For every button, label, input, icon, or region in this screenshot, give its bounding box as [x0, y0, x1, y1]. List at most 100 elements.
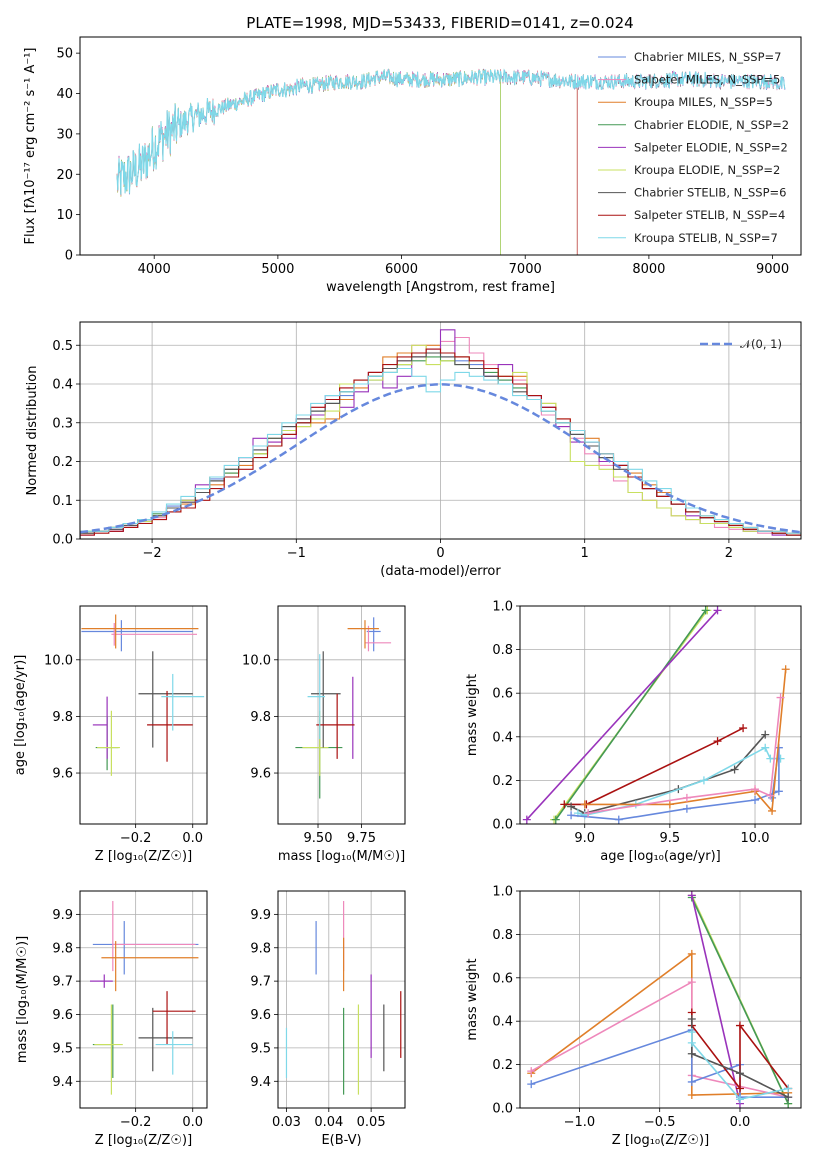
- x-tick-label: 9.5: [660, 831, 681, 846]
- x-tick-label: 7000: [509, 262, 542, 277]
- x-tick-label: 9.0: [574, 831, 595, 846]
- x-tick-label: 0.05: [357, 1115, 386, 1130]
- panel-mass_vs_Z: −0.2 0.0 9.4 9.5 9.6 9.7 9.8 9.9 Z [log₁₀(Z/Z☉)]…: [15, 890, 208, 1148]
- weight-marker: [567, 811, 576, 820]
- plot-area: [527, 891, 793, 1108]
- weight-marker: [687, 1038, 696, 1047]
- x-tick-label: −1: [287, 546, 306, 561]
- y-tick-label: 0.8: [492, 928, 513, 943]
- y-tick-label: 1.0: [492, 885, 513, 900]
- x-tick-label: −0.5: [644, 1115, 676, 1130]
- y-tick-label: 0.6: [492, 687, 513, 702]
- weight-marker: [774, 787, 783, 796]
- x-axis-label: Z [log₁₀(Z/Z☉)]: [95, 849, 192, 864]
- weight-marker: [527, 1067, 536, 1076]
- y-axis-label: mass weight: [465, 958, 480, 1040]
- x-tick-label: 6000: [385, 262, 418, 277]
- x-tick-label: −0.2: [120, 831, 152, 846]
- weight-marker: [766, 791, 775, 800]
- y-tick-label: 0.2: [492, 774, 513, 789]
- y-tick-label: 0.2: [52, 455, 73, 470]
- weight-marker: [687, 1015, 696, 1024]
- y-tick-label: 10: [56, 208, 73, 223]
- plot-area: [80, 329, 801, 539]
- weight-marker: [682, 804, 691, 813]
- y-tick-label: 9.6: [250, 767, 271, 782]
- y-tick-label: 0: [65, 249, 73, 264]
- y-tick-label: 0.4: [492, 1015, 513, 1030]
- weight-marker: [665, 800, 674, 809]
- plot-area: [285, 901, 402, 1095]
- weight-line-c_elodie: [555, 609, 707, 821]
- y-tick-label: 9.8: [250, 941, 271, 956]
- y-axis-label: mass weight: [465, 674, 480, 756]
- weight-marker: [687, 1049, 696, 1058]
- axis-frame: [277, 605, 406, 825]
- figure-title: PLATE=1998, MJD=53433, FIBERID=0141, z=0…: [246, 14, 633, 32]
- y-tick-label: 0.3: [52, 416, 73, 431]
- plot-area: [81, 614, 205, 776]
- weight-marker: [522, 815, 531, 824]
- legend-label: Chabrier ELODIE, N_SSP=2: [634, 118, 789, 132]
- axis-frame: [79, 36, 802, 256]
- y-tick-label: 9.9: [250, 908, 271, 923]
- y-tick-label: 9.7: [52, 975, 73, 990]
- weight-marker: [768, 806, 777, 815]
- weight-marker: [761, 743, 770, 752]
- weight-marker: [784, 1084, 793, 1093]
- weight-marker: [735, 1069, 744, 1078]
- y-tick-label: 0.0: [492, 818, 513, 833]
- x-tick-label: 0.0: [730, 1115, 751, 1130]
- y-axis-label: Flux [fλ10⁻¹⁷ erg cm⁻² s⁻¹ A⁻¹]: [23, 48, 38, 245]
- x-axis-label: Z [log₁₀(Z/Z☉)]: [95, 1133, 192, 1148]
- weight-marker: [687, 891, 696, 900]
- plot-area: [89, 901, 199, 1095]
- y-tick-label: 10.0: [242, 653, 271, 668]
- x-axis-label: Z [log₁₀(Z/Z☉)]: [612, 1133, 709, 1148]
- x-tick-label: 10.0: [741, 831, 770, 846]
- weight-marker: [739, 724, 748, 733]
- y-tick-label: 30: [56, 127, 73, 142]
- panel-age_vs_Z: −0.2 0.0 9.6 9.8 10.0 Z [log₁₀(Z/Z☉)] age [log…: [13, 605, 208, 864]
- weight-marker: [784, 1093, 793, 1102]
- y-tick-label: 0.1: [52, 494, 73, 509]
- x-axis-label: mass [log₁₀(M/M☉)]: [278, 849, 405, 864]
- weight-marker: [614, 815, 623, 824]
- spectrum-line-k_stelib: [116, 68, 786, 195]
- x-tick-label: −2: [143, 546, 162, 561]
- axis-frame: [79, 890, 208, 1109]
- weight-marker: [560, 800, 569, 809]
- y-axis-label: Normed distribution: [25, 366, 40, 496]
- x-tick-label: 0.03: [272, 1115, 301, 1130]
- panel-weight_vs_age: 9.0 9.5 10.0 0.0 0.2 0.4 0.6 0.8 1.0 age [log₁₀(a…: [465, 600, 802, 864]
- y-tick-label: 0.5: [52, 339, 73, 354]
- y-tick-label: 9.8: [52, 710, 73, 725]
- y-tick-label: 50: [56, 47, 73, 62]
- y-tick-label: 9.5: [250, 1041, 271, 1056]
- weight-marker: [551, 815, 560, 824]
- legend-label: 𝒩(0, 1): [740, 337, 782, 351]
- weight-marker: [687, 978, 696, 987]
- y-tick-label: 9.6: [250, 1008, 271, 1023]
- weight-marker: [527, 1080, 536, 1089]
- weight-marker: [730, 765, 739, 774]
- weight-marker: [682, 793, 691, 802]
- axis-frame: [79, 321, 802, 540]
- weight-marker: [735, 1095, 744, 1104]
- x-tick-label: 0.04: [314, 1115, 343, 1130]
- weight-line-s_elodie: [526, 609, 719, 821]
- x-axis-label: (data-model)/error: [380, 564, 501, 579]
- weight-marker: [776, 693, 785, 702]
- y-tick-label: 0.0: [52, 533, 73, 548]
- x-tick-label: −0.2: [120, 1115, 152, 1130]
- y-tick-label: 0.8: [492, 643, 513, 658]
- plot-area: [295, 617, 392, 799]
- x-tick-label: 9.50: [304, 831, 333, 846]
- weight-marker: [687, 1090, 696, 1099]
- normal-curve: [80, 383, 801, 534]
- x-tick-label: 0.0: [182, 831, 203, 846]
- axis-frame: [519, 890, 802, 1109]
- spectrum-legend: Chabrier MILES, N_SSP=7 Salpeter MILES, N…: [598, 50, 789, 245]
